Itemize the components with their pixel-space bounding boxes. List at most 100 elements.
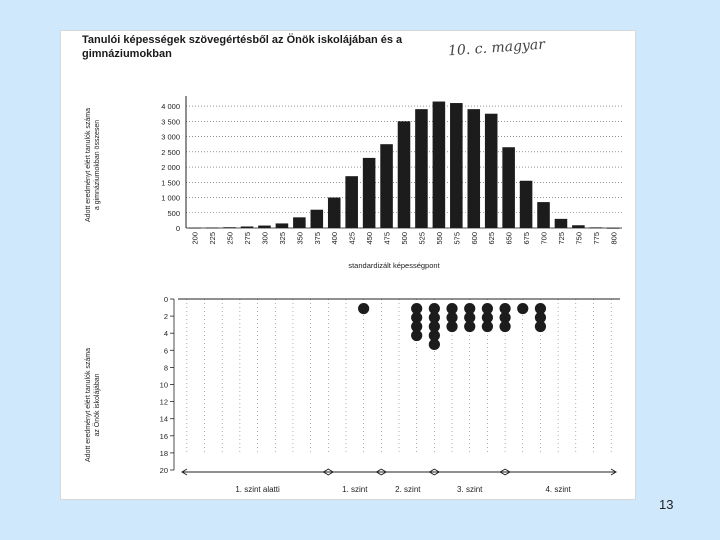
bar-675 — [519, 180, 533, 228]
level-label: 3. szint — [457, 485, 483, 494]
bar-750 — [572, 225, 585, 228]
bar-300 — [258, 225, 271, 228]
student-dot-550 — [428, 302, 440, 315]
student-dot-650 — [499, 302, 511, 315]
student-dot-575 — [446, 311, 458, 324]
student-dot-450 — [358, 302, 370, 315]
bar-325 — [275, 223, 289, 228]
bar-500 — [397, 121, 411, 228]
student-dot-600 — [464, 311, 476, 324]
y-tick-label-bottom: 18 — [160, 449, 168, 458]
student-dot-625 — [481, 311, 493, 324]
y-axis-label-top: a gimnáziumokban összesen — [94, 120, 101, 210]
slide-number: 13 — [659, 497, 674, 512]
x-tick-label-top: 375 — [313, 232, 322, 245]
level-label: 1. szint alatti — [235, 485, 280, 494]
bar-375 — [310, 209, 324, 228]
y-tick-label-bottom: 14 — [160, 415, 168, 424]
y-tick-label-bottom: 4 — [164, 329, 168, 338]
bar-725 — [554, 218, 568, 228]
student-dot-600 — [464, 302, 476, 315]
chart-title-line-1: Tanulói képességek szövegértésből az Önö… — [82, 34, 403, 46]
student-dot-625 — [481, 320, 493, 333]
student-dot-550 — [428, 329, 440, 342]
bar-475 — [380, 144, 393, 228]
student-dot-525 — [411, 302, 423, 315]
bar-800 — [607, 227, 620, 229]
level-bracket-arrow-left — [322, 468, 329, 476]
level-bracket-arrow-left — [181, 468, 188, 476]
level-bracket-arrow-left — [499, 468, 506, 476]
y-tick-label-top: 3 500 — [161, 117, 180, 126]
x-tick-label-top: 500 — [400, 232, 409, 245]
bar-600 — [467, 109, 481, 228]
y-tick-label-bottom: 16 — [160, 432, 168, 441]
x-tick-label-top: 325 — [278, 232, 287, 245]
x-tick-label-top: 600 — [470, 232, 479, 245]
y-tick-label-top: 2 500 — [161, 148, 180, 157]
bar-700 — [537, 202, 550, 228]
y-tick-label-bottom: 20 — [160, 466, 168, 475]
x-tick-label-top: 475 — [383, 232, 392, 245]
student-dot-550 — [428, 320, 440, 333]
student-dot-650 — [499, 311, 511, 324]
y-tick-label-top: 0 — [176, 224, 180, 233]
bar-350 — [293, 217, 306, 228]
chart-title-line-2: gimnáziumokban — [82, 48, 172, 60]
y-tick-label-top: 1 000 — [161, 194, 180, 203]
level-bracket-arrow-right — [610, 468, 617, 476]
student-dot-575 — [446, 302, 458, 315]
y-axis-label-bottom: az Önök iskolájában — [93, 373, 101, 436]
x-tick-label-top: 275 — [243, 232, 252, 245]
level-label: 2. szint — [395, 485, 421, 494]
y-tick-label-bottom: 0 — [164, 295, 168, 304]
x-tick-label-top: 400 — [330, 232, 339, 245]
bar-650 — [502, 147, 515, 228]
x-tick-label-top: 775 — [592, 232, 601, 245]
bar-275 — [240, 226, 254, 228]
level-label: 4. szint — [545, 485, 571, 494]
bar-775 — [589, 227, 603, 229]
y-tick-label-top: 2 000 — [161, 163, 180, 172]
student-dot-700 — [534, 311, 547, 324]
y-tick-label-top: 1 500 — [161, 178, 180, 187]
x-tick-label-top: 525 — [417, 232, 426, 245]
y-tick-label-bottom: 8 — [164, 363, 168, 372]
student-dot-525 — [411, 320, 423, 333]
bar-450 — [362, 157, 376, 228]
x-tick-label-top: 250 — [226, 232, 235, 245]
histograms-svg: 0 500 1 000 1 500 2 000 2 500 3 000 3 500 4 000 2… — [85, 96, 622, 494]
x-tick-label-top: 450 — [365, 232, 374, 245]
bar-525 — [415, 109, 428, 228]
scanned-chart-page: Tanulói képességek szövegértésből az Önö… — [60, 30, 636, 500]
student-dot-625 — [481, 302, 493, 315]
x-tick-label-top: 350 — [295, 232, 304, 245]
bar-400 — [327, 197, 341, 228]
x-tick-label-top: 425 — [348, 232, 357, 245]
y-tick-label-bottom: 12 — [160, 398, 168, 407]
x-tick-label-top: 200 — [191, 232, 200, 245]
x-tick-label-top: 800 — [609, 232, 618, 245]
y-tick-label-bottom: 6 — [164, 346, 168, 355]
y-tick-label-bottom: 10 — [160, 381, 168, 390]
bar-250 — [223, 227, 236, 229]
x-tick-label-top: 750 — [574, 232, 583, 245]
student-dot-525 — [411, 311, 423, 324]
level-bracket-arrow-left — [375, 468, 382, 476]
x-tick-label-top: 625 — [487, 232, 496, 245]
bar-550 — [432, 101, 446, 228]
bar-200 — [188, 227, 201, 229]
y-tick-label-bottom: 2 — [164, 312, 168, 321]
x-tick-label-top: 550 — [435, 232, 444, 245]
student-dot-550 — [428, 311, 440, 324]
student-dot-525 — [411, 329, 423, 342]
x-tick-label-top: 700 — [540, 232, 549, 245]
student-dot-700 — [534, 320, 547, 333]
y-axis-label-bottom: Adott eredményt elért tanulók száma — [85, 348, 92, 462]
y-tick-label-top: 3 000 — [161, 133, 180, 142]
student-dot-700 — [534, 302, 547, 315]
x-tick-label-top: 575 — [452, 232, 461, 245]
x-tick-label-top: 725 — [557, 232, 566, 245]
student-dot-675 — [517, 302, 529, 315]
bar-225 — [205, 227, 219, 229]
